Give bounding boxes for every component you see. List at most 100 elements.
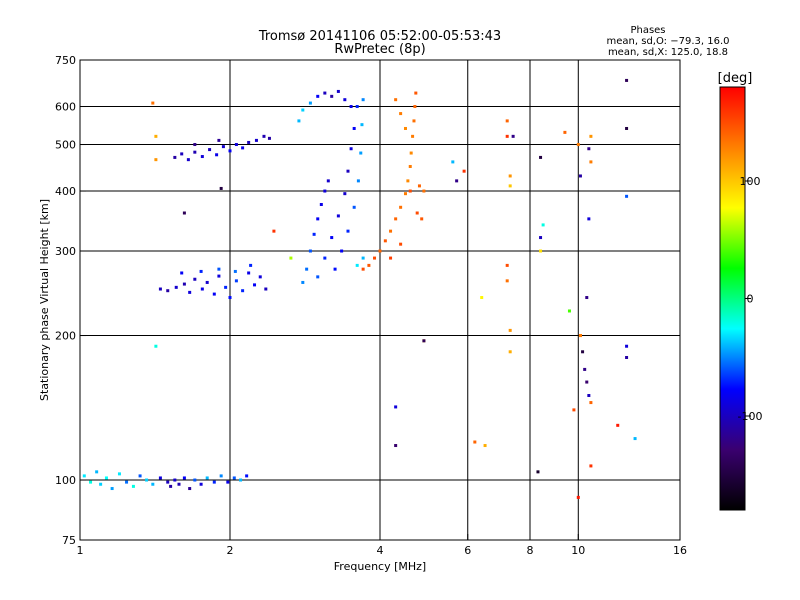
- echo-point: [422, 189, 426, 193]
- echo-point: [505, 134, 509, 138]
- echo-point: [589, 134, 593, 138]
- echo-point: [301, 280, 305, 284]
- echo-point: [361, 256, 365, 260]
- echo-point: [589, 160, 593, 164]
- echo-point: [539, 236, 543, 240]
- colorbar-ticks: 100 0 -100: [738, 175, 763, 423]
- echo-point: [316, 94, 320, 98]
- echo-point: [89, 480, 93, 484]
- echo-point: [399, 112, 403, 116]
- echo-point: [297, 119, 301, 123]
- echo-point: [581, 350, 585, 354]
- echo-point: [585, 380, 589, 384]
- echo-point: [208, 148, 212, 152]
- echo-point: [415, 211, 419, 215]
- echo-point: [241, 289, 245, 293]
- echo-point: [505, 279, 509, 283]
- echo-point: [389, 256, 393, 260]
- echo-points: [82, 78, 637, 499]
- echo-point: [247, 140, 251, 144]
- echo-point: [234, 143, 238, 147]
- echo-point: [451, 160, 455, 164]
- echo-point: [408, 189, 412, 193]
- echo-point: [330, 94, 334, 98]
- echo-point: [508, 184, 512, 188]
- echo-point: [221, 145, 225, 149]
- echo-point: [193, 478, 197, 482]
- echo-point: [245, 474, 249, 478]
- echo-point: [633, 437, 637, 441]
- echo-point: [576, 495, 580, 499]
- echo-point: [217, 138, 221, 142]
- echo-point: [217, 267, 221, 271]
- echo-point: [539, 249, 543, 253]
- echo-point: [212, 480, 216, 484]
- echo-point: [267, 136, 271, 140]
- echo-point: [346, 229, 350, 233]
- echo-point: [576, 143, 580, 147]
- stats-x-mode: mean, sd,X: 125.0, 18.8: [608, 47, 728, 58]
- y-axis-ticks: 75 100 200 300 400 500 600 750: [55, 54, 86, 547]
- echo-point: [373, 256, 377, 260]
- echo-point: [505, 119, 509, 123]
- echo-point: [154, 344, 158, 348]
- echo-point: [567, 309, 571, 313]
- y-tick-label: 750: [55, 54, 76, 67]
- colorbar: [719, 86, 746, 511]
- echo-point: [389, 229, 393, 233]
- echo-point: [241, 146, 245, 150]
- grid-lines: [80, 60, 680, 540]
- echo-point: [336, 89, 340, 93]
- echo-point: [359, 151, 363, 155]
- echo-point: [326, 179, 330, 183]
- echo-point: [422, 339, 426, 343]
- x-tick-label: 10: [571, 544, 585, 557]
- echo-point: [508, 328, 512, 332]
- echo-point: [232, 476, 236, 480]
- echo-point: [360, 123, 364, 127]
- echo-point: [174, 285, 178, 289]
- echo-point: [224, 285, 228, 289]
- echo-point: [462, 169, 466, 173]
- echo-point: [333, 267, 337, 271]
- echo-point: [420, 217, 424, 221]
- echo-point: [264, 287, 268, 291]
- echo-point: [508, 350, 512, 354]
- echo-point: [199, 269, 203, 273]
- echo-point: [205, 280, 209, 284]
- echo-point: [239, 478, 243, 482]
- echo-point: [585, 296, 589, 300]
- echo-point: [151, 101, 155, 105]
- echo-point: [247, 271, 251, 275]
- echo-point: [323, 91, 327, 95]
- echo-point: [182, 476, 186, 480]
- echo-point: [169, 484, 173, 488]
- x-tick-label: 16: [673, 544, 687, 557]
- x-tick-label: 2: [227, 544, 234, 557]
- echo-point: [151, 482, 155, 486]
- echo-point: [125, 480, 129, 484]
- echo-point: [228, 149, 232, 153]
- echo-point: [138, 474, 142, 478]
- echo-point: [154, 134, 158, 138]
- echo-point: [356, 179, 360, 183]
- echo-point: [394, 217, 398, 221]
- colorbar-label: [deg]: [718, 71, 753, 86]
- echo-point: [355, 105, 359, 109]
- chart-subtitle: RwPretec (8p): [334, 42, 425, 57]
- echo-point: [131, 484, 135, 488]
- echo-point: [383, 239, 387, 243]
- echo-point: [200, 287, 204, 291]
- echo-point: [212, 292, 216, 296]
- echo-point: [508, 174, 512, 178]
- echo-point: [589, 401, 593, 405]
- x-tick-label: 8: [527, 544, 534, 557]
- echo-point: [188, 487, 192, 491]
- echo-point: [616, 423, 620, 427]
- echo-point: [625, 344, 629, 348]
- echo-point: [394, 405, 398, 409]
- echo-point: [417, 184, 421, 188]
- echo-point: [173, 478, 177, 482]
- echo-point: [177, 482, 181, 486]
